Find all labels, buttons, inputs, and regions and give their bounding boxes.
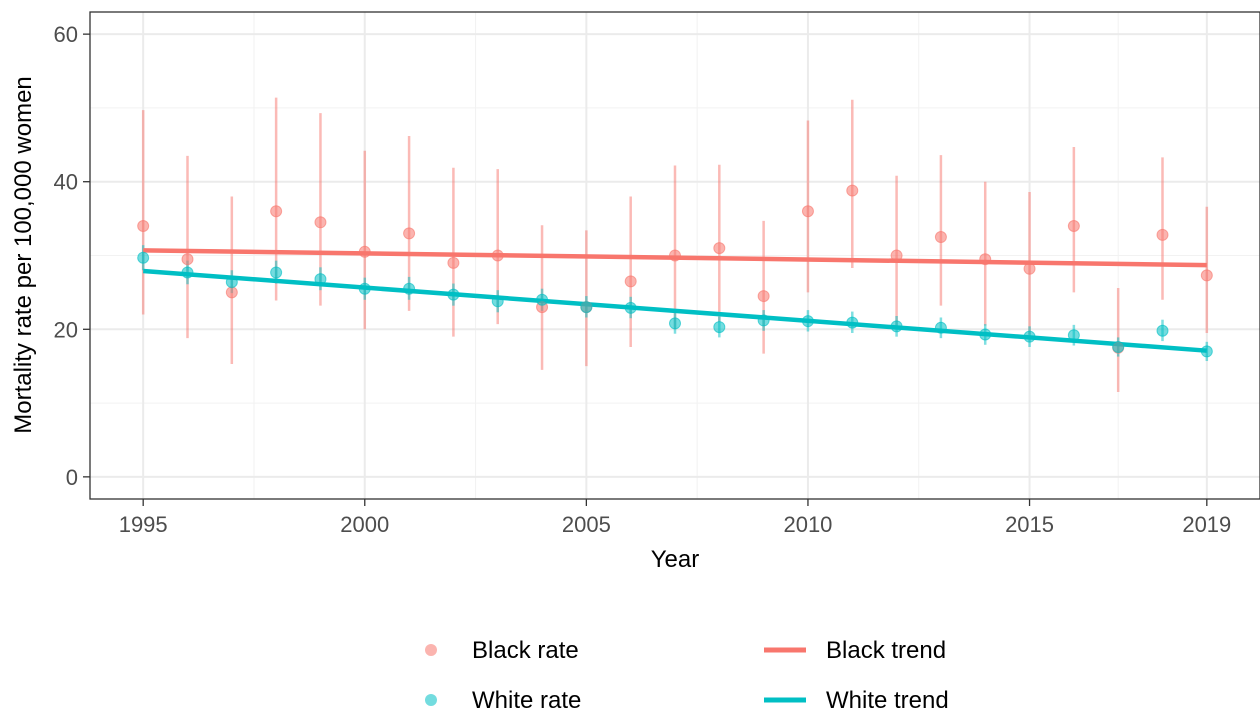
x-tick-label: 2005: [562, 512, 611, 537]
black-rate-point: [713, 242, 726, 255]
black-rate-point: [801, 205, 814, 218]
white-rate-point: [447, 288, 460, 301]
x-axis-title: Year: [651, 546, 700, 573]
white-rate-point: [624, 301, 637, 314]
white-rate-point: [1023, 330, 1036, 343]
black-rate-point: [137, 219, 150, 232]
data-points: [137, 184, 1213, 358]
y-tick-label: 60: [54, 22, 78, 47]
black-rate-point: [181, 253, 194, 266]
white-rate-point: [403, 282, 416, 295]
white-rate-point: [934, 321, 947, 334]
black-rate-point: [846, 184, 859, 197]
y-tick-label: 20: [54, 317, 78, 342]
y-axis-title: Mortality rate per 100,000 women: [10, 76, 37, 434]
legend-key-white-rate: [425, 694, 437, 706]
white-rate-point: [846, 316, 859, 329]
x-tick-label: 2010: [783, 512, 832, 537]
black-rate-point: [669, 249, 681, 262]
black-rate-point: [403, 227, 416, 240]
black-rate-point: [358, 245, 371, 258]
white-rate-point: [536, 293, 549, 306]
white-rate-point: [491, 295, 504, 308]
white-rate-point: [137, 251, 150, 264]
white-rate-point: [225, 276, 238, 289]
black-rate-point: [757, 290, 770, 303]
white-rate-point: [1067, 329, 1080, 342]
white-rate-point: [270, 266, 283, 279]
legend-key-black-rate: [425, 644, 437, 656]
black-rate-point: [1200, 269, 1213, 282]
white-rate-point: [314, 273, 327, 286]
x-tick-label: 2019: [1182, 512, 1231, 537]
white-rate-point: [890, 320, 903, 333]
black-rate-point: [491, 249, 504, 262]
white-rate-point: [757, 314, 770, 327]
black-rate-point: [934, 231, 947, 244]
x-tick-label: 1995: [119, 512, 168, 537]
x-tick-label: 2000: [340, 512, 389, 537]
white-rate-point: [801, 315, 814, 328]
white-rate-point: [580, 301, 593, 314]
white-rate-point: [1200, 345, 1213, 358]
black-rate-point: [890, 249, 903, 262]
y-axis-ticks: 0 20 40 60: [54, 22, 90, 490]
black-rate-point: [447, 256, 460, 269]
black-rate-point: [979, 253, 992, 266]
white-rate-point: [979, 328, 992, 341]
y-tick-label: 40: [54, 170, 78, 195]
legend-label-white-trend: White trend: [826, 687, 949, 713]
white-rate-point: [1112, 340, 1125, 353]
x-tick-label: 2015: [1005, 512, 1054, 537]
black-rate-point: [1156, 228, 1169, 241]
white-rate-point: [358, 282, 371, 295]
white-rate-point: [713, 321, 726, 334]
black-rate-point: [1023, 262, 1036, 275]
black-rate-point: [225, 286, 238, 299]
y-tick-label: 0: [66, 465, 78, 490]
black-rate-point: [1067, 219, 1080, 232]
legend: Black rate White rate Black trend White …: [425, 637, 949, 713]
white-rate-point: [669, 317, 681, 330]
legend-label-white-rate: White rate: [472, 687, 581, 713]
plot-border: [89, 11, 1260, 500]
white-rate-point: [181, 266, 194, 279]
black-rate-point: [314, 216, 327, 229]
legend-label-black-trend: Black trend: [826, 637, 946, 664]
white-rate-point: [1156, 324, 1169, 337]
black-rate-point: [270, 205, 283, 218]
legend-label-black-rate: Black rate: [472, 637, 579, 664]
x-axis-ticks: 1995 2000 2005 2010 2015 2019: [119, 499, 1231, 537]
black-rate-point: [624, 275, 637, 288]
